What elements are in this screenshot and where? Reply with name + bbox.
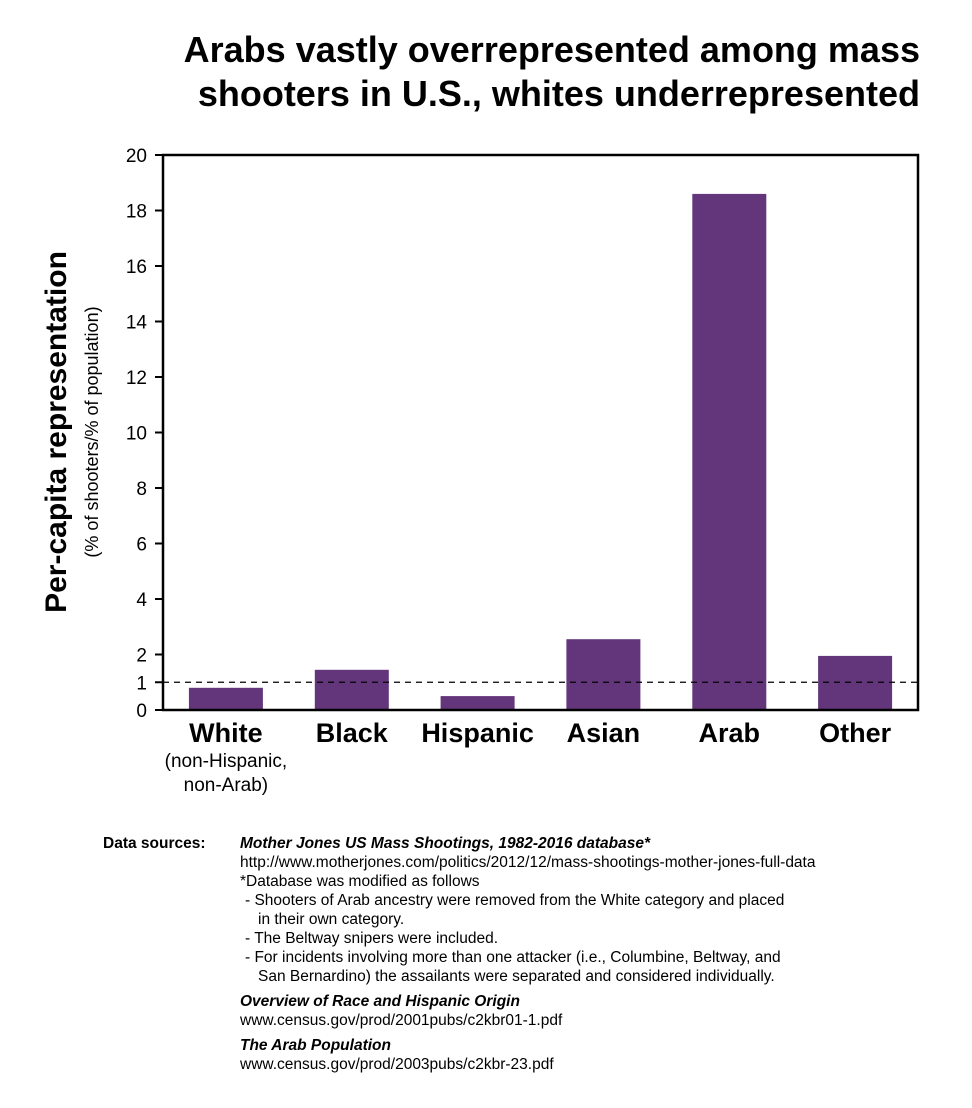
source-census1-title: Overview of Race and Hispanic Origin xyxy=(240,993,520,1010)
y-axis-title-group: Per-capita representation (% of shooters… xyxy=(40,251,102,613)
chart-title-line: Arabs vastly overrepresented among mass xyxy=(183,29,920,70)
source-db-url: http://www.motherjones.com/politics/2012… xyxy=(240,854,816,871)
source-db-title: Mother Jones US Mass Shootings, 1982-201… xyxy=(240,835,651,852)
bar xyxy=(818,655,893,710)
chart-title: Arabs vastly overrepresented among mass … xyxy=(40,28,920,116)
y-tick-label: 4 xyxy=(136,590,147,611)
source-census1-url: www.census.gov/prod/2001pubs/c2kbr01-1.p… xyxy=(240,1012,563,1029)
source-mod-1b: in their own category. xyxy=(258,911,405,928)
y-tick-label: 14 xyxy=(126,313,148,334)
sources-label: Data sources: xyxy=(103,835,206,852)
bar xyxy=(692,193,767,710)
x-tick-label: Other xyxy=(819,718,892,748)
source-db-note: *Database was modified as follows xyxy=(240,873,480,890)
y-tick-label: 20 xyxy=(126,146,147,167)
x-tick-label: Asian xyxy=(567,718,641,748)
plot-frame xyxy=(161,153,920,712)
x-tick-label: White xyxy=(189,718,263,748)
sources-body: Mother Jones US Mass Shootings, 1982-201… xyxy=(240,834,960,1074)
y-axis-subtitle: (% of shooters/% of population) xyxy=(82,306,102,557)
y-tick-label: 16 xyxy=(126,257,147,278)
bar-chart: Per-capita representation (% of shooters… xyxy=(40,146,920,796)
y-tick-label: 6 xyxy=(136,535,147,556)
y-axis-title: Per-capita representation xyxy=(40,251,73,613)
source-census2-url: www.census.gov/prod/2003pubs/c2kbr-23.pd… xyxy=(240,1056,554,1073)
bars-group xyxy=(188,193,893,710)
x-tick-sublabel: non-Arab) xyxy=(184,775,269,796)
source-mod-2: - The Beltway snipers were included. xyxy=(245,930,499,947)
chart-title-line: shooters in U.S., whites underrepresente… xyxy=(197,73,920,114)
x-tick-sublabel: (non-Hispanic, xyxy=(165,751,288,772)
source-mod-1a: - Shooters of Arab ancestry were removed… xyxy=(245,892,785,909)
source-census2-title: The Arab Population xyxy=(240,1037,391,1054)
y-tick-label: 2 xyxy=(136,646,147,667)
x-axis-labels: White (non-Hispanic, non-Arab) Black Hispani… xyxy=(165,718,892,796)
x-tick-label: Arab xyxy=(699,718,761,748)
x-tick-label: Black xyxy=(316,718,389,748)
y-tick-label: 8 xyxy=(136,479,147,500)
y-tick-label: 10 xyxy=(126,424,147,445)
bar xyxy=(314,669,389,710)
x-tick-label: Hispanic xyxy=(421,718,534,748)
y-tick-label: 1 xyxy=(136,673,147,694)
bar xyxy=(566,639,641,710)
bar xyxy=(440,696,515,710)
source-mod-3b: San Bernardino) the assailants were sepa… xyxy=(258,968,775,985)
y-tick-label: 12 xyxy=(126,368,147,389)
y-tick-label: 18 xyxy=(126,202,147,223)
bar xyxy=(188,687,263,710)
source-mod-3a: - For incidents involving more than one … xyxy=(245,949,781,966)
y-tick-label: 0 xyxy=(136,701,147,722)
